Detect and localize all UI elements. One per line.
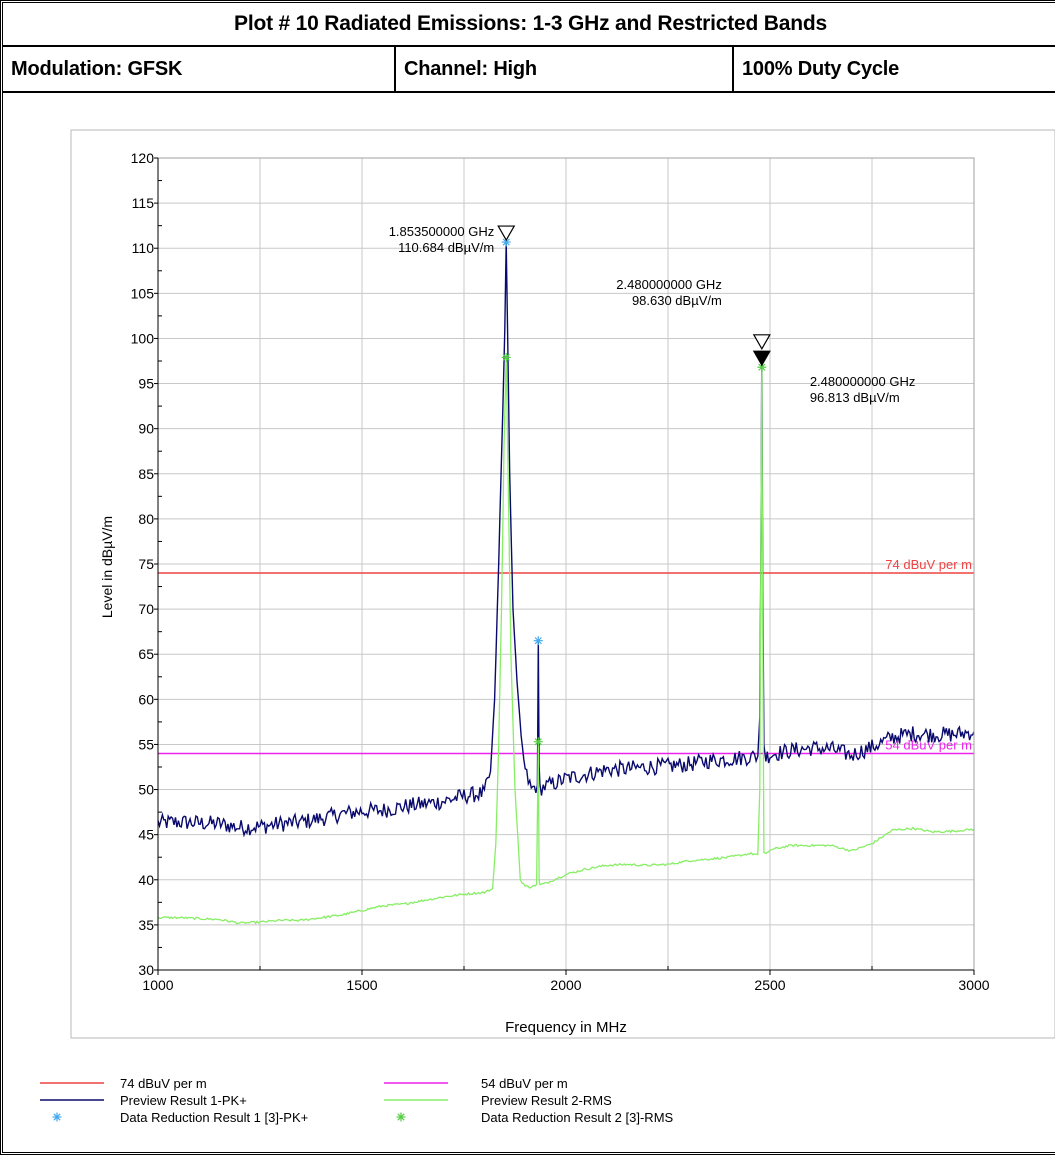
- x-axis-title: Frequency in MHz: [505, 1019, 627, 1036]
- x-tick-label: 1500: [346, 977, 377, 993]
- plot-title: Plot # 10 Radiated Emissions: 1-3 GHz an…: [3, 3, 1055, 47]
- y-tick-label: 80: [138, 511, 154, 527]
- y-tick-label: 65: [138, 646, 154, 662]
- x-tick-label: 3000: [958, 977, 989, 993]
- y-tick-label: 120: [131, 150, 155, 166]
- limit-line-label: 74 dBuV per m: [885, 557, 972, 572]
- legend-label: 74 dBuV per m: [120, 1076, 207, 1091]
- data-reduction-point: [533, 636, 543, 646]
- y-tick-label: 115: [132, 195, 155, 211]
- legend-item: Data Reduction Result 1 [3]-PK+: [52, 1110, 308, 1125]
- marker-triangle: [752, 334, 771, 351]
- y-tick-label: 70: [138, 601, 154, 617]
- y-tick-label: 85: [138, 466, 154, 482]
- chart-frame: [70, 129, 1055, 1039]
- channel-cell: Channel: High: [396, 47, 734, 91]
- marker-frequency-label: 1.853500000 GHz: [389, 224, 495, 239]
- data-series: [157, 241, 975, 925]
- y-tick-label: 75: [138, 556, 154, 572]
- marker-triangle: [497, 225, 516, 242]
- y-tick-label: 50: [138, 782, 154, 798]
- marker-level-label: 110.684 dBµV/m: [398, 240, 494, 255]
- x-tick-label: 2000: [550, 977, 581, 993]
- y-tick-label: 110: [132, 240, 155, 256]
- legend-label: Data Reduction Result 1 [3]-PK+: [120, 1110, 308, 1125]
- data-reduction-points: [501, 237, 767, 747]
- y-tick-label: 100: [131, 330, 155, 346]
- y-tick-label: 105: [131, 285, 155, 301]
- legend-item: 54 dBuV per m: [384, 1076, 568, 1091]
- legend: 74 dBuV per m 54 dBuV per m Preview Result…: [40, 1076, 674, 1125]
- legend-label: Preview Result 1-PK+: [120, 1093, 247, 1108]
- y-tick-label: 95: [138, 376, 154, 392]
- marker-level-label: 98.630 dBµV/m: [632, 293, 722, 308]
- legend-swatch: [52, 1112, 62, 1122]
- legend-label: 54 dBuV per m: [481, 1076, 568, 1091]
- limit-lines: 74 dBuV per m54 dBuV per m: [158, 557, 974, 755]
- y-tick-label: 60: [138, 691, 154, 707]
- y-tick-label: 90: [138, 421, 154, 437]
- marker-frequency-label: 2.480000000 GHz: [810, 374, 916, 389]
- x-tick-label: 2500: [754, 977, 785, 993]
- y-tick-label: 30: [138, 962, 154, 978]
- legend-item: Data Reduction Result 2 [3]-RMS: [396, 1110, 674, 1125]
- data-reduction-point: [533, 737, 543, 747]
- axes: 30 35 40 45 50 55 60 65 70 75 80 85 90 95 100 105 110 115…: [131, 150, 990, 993]
- modulation-cell: Modulation: GFSK: [3, 47, 396, 91]
- duty-cycle-cell: 100% Duty Cycle: [742, 57, 900, 80]
- marker-frequency-label: 2.480000000 GHz: [616, 277, 722, 292]
- y-tick-label: 55: [138, 736, 154, 752]
- x-tick-label: 1000: [142, 977, 173, 993]
- legend-item: Preview Result 2-RMS: [384, 1093, 612, 1108]
- legend-swatch: [396, 1112, 406, 1122]
- marker-level-label: 96.813 dBµV/m: [810, 390, 900, 405]
- y-tick-label: 35: [138, 917, 154, 933]
- data-reduction-point: [501, 352, 511, 362]
- y-tick-label: 45: [138, 827, 154, 843]
- legend-label: Data Reduction Result 2 [3]-RMS: [481, 1110, 674, 1125]
- legend-item: Preview Result 1-PK+: [40, 1093, 247, 1108]
- legend-item: 74 dBuV per m: [40, 1076, 207, 1091]
- series-line: [157, 241, 975, 838]
- y-tick-label: 40: [138, 872, 154, 888]
- data-reduction-point: [757, 362, 767, 372]
- y-axis-title: Level in dBµV/m: [99, 516, 115, 618]
- legend-label: Preview Result 2-RMS: [481, 1093, 612, 1108]
- series-line: [157, 357, 975, 925]
- test-conditions-row: Modulation: GFSK Channel: High 100% Duty…: [3, 47, 1055, 93]
- marker-triangle: [752, 350, 771, 367]
